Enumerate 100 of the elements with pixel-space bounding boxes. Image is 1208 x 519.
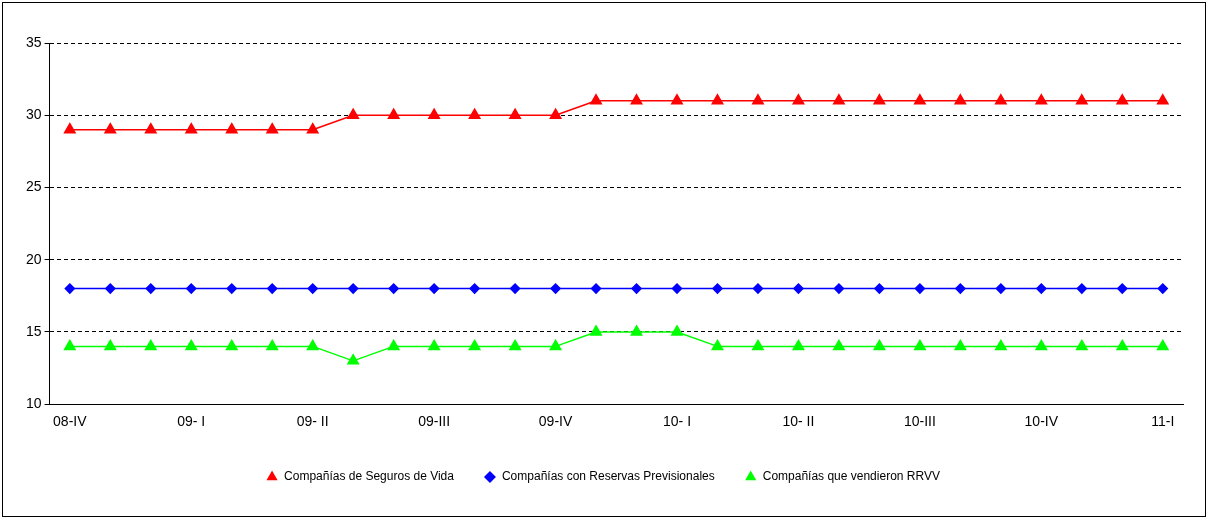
point <box>873 94 886 105</box>
point <box>306 339 319 351</box>
point <box>266 339 279 351</box>
point <box>752 339 764 351</box>
point <box>671 325 683 336</box>
point <box>428 283 440 294</box>
point <box>1117 283 1128 294</box>
y-tick-label: 10 <box>25 395 42 412</box>
point <box>995 283 1007 294</box>
x-tick-label: 10-IV <box>1024 413 1059 430</box>
point <box>266 283 278 294</box>
point <box>307 283 318 294</box>
y-tick-label: 30 <box>25 106 42 123</box>
point <box>468 339 481 351</box>
point <box>994 94 1007 105</box>
point <box>1035 94 1048 105</box>
point <box>711 339 724 351</box>
point <box>306 122 319 134</box>
x-tick-label: 09- II <box>296 413 329 430</box>
point <box>631 283 642 294</box>
point <box>793 283 804 294</box>
point <box>1156 339 1169 351</box>
point <box>226 283 237 294</box>
point <box>550 283 561 294</box>
point <box>347 108 360 119</box>
point <box>914 283 926 294</box>
point <box>832 339 845 351</box>
point <box>630 94 643 105</box>
point <box>186 283 197 294</box>
legend-label: Compañías que vendieron RRVV <box>762 469 940 484</box>
x-tick-label: 09- I <box>177 413 206 430</box>
point <box>1116 339 1129 351</box>
point <box>266 122 279 134</box>
point <box>954 339 967 351</box>
point <box>1157 283 1169 294</box>
point <box>347 283 359 294</box>
point <box>428 339 441 351</box>
point <box>955 283 966 294</box>
point <box>185 122 198 134</box>
point <box>590 94 602 105</box>
x-tick-label: 09-III <box>418 413 451 430</box>
point <box>347 354 360 365</box>
point <box>954 94 967 105</box>
point <box>509 108 522 119</box>
point <box>792 94 805 105</box>
point <box>873 339 886 351</box>
x-tick-label: 11-I <box>1151 413 1175 430</box>
point <box>711 94 724 105</box>
point <box>144 122 157 134</box>
point <box>913 94 926 105</box>
point <box>549 339 562 351</box>
y-tick-label: 20 <box>25 250 42 267</box>
point <box>469 283 480 294</box>
point <box>64 283 76 294</box>
point <box>671 283 683 294</box>
point <box>225 339 238 351</box>
y-tick-label: 15 <box>25 322 42 339</box>
point <box>387 339 400 351</box>
legend-label: Compañías de Seguros de Vida <box>284 469 455 484</box>
x-tick-label: 10- I <box>663 413 692 430</box>
point <box>994 339 1007 351</box>
point <box>1075 339 1088 351</box>
x-tick-label: 09-IV <box>538 413 573 430</box>
point <box>468 108 481 119</box>
point <box>671 94 683 105</box>
point <box>63 122 76 134</box>
point <box>752 94 764 105</box>
point <box>509 283 521 294</box>
legend-label: Compañías con Reservas Previsionales <box>501 469 715 484</box>
point <box>509 339 522 351</box>
point <box>590 325 602 336</box>
point <box>752 283 764 294</box>
point <box>144 339 157 351</box>
point <box>874 283 885 294</box>
point <box>913 339 926 351</box>
point <box>388 283 399 294</box>
point <box>832 94 845 105</box>
x-tick-label: 10-III <box>903 413 936 430</box>
point <box>1156 94 1169 105</box>
y-tick-label: 25 <box>25 178 42 195</box>
point <box>105 283 116 294</box>
y-tick-label: 35 <box>25 33 42 50</box>
point <box>185 339 198 351</box>
point <box>104 339 117 351</box>
point <box>428 108 441 119</box>
point <box>792 339 805 351</box>
point <box>1116 94 1129 105</box>
point <box>145 283 157 294</box>
point <box>549 108 562 119</box>
point <box>1076 283 1088 294</box>
point <box>1075 94 1088 105</box>
point <box>1036 283 1047 294</box>
point <box>225 122 238 134</box>
point <box>63 339 76 351</box>
point <box>1035 339 1048 351</box>
point <box>590 283 602 294</box>
x-tick-label: 08-IV <box>53 413 88 430</box>
point <box>833 283 845 294</box>
point <box>104 122 117 134</box>
point <box>630 325 643 336</box>
